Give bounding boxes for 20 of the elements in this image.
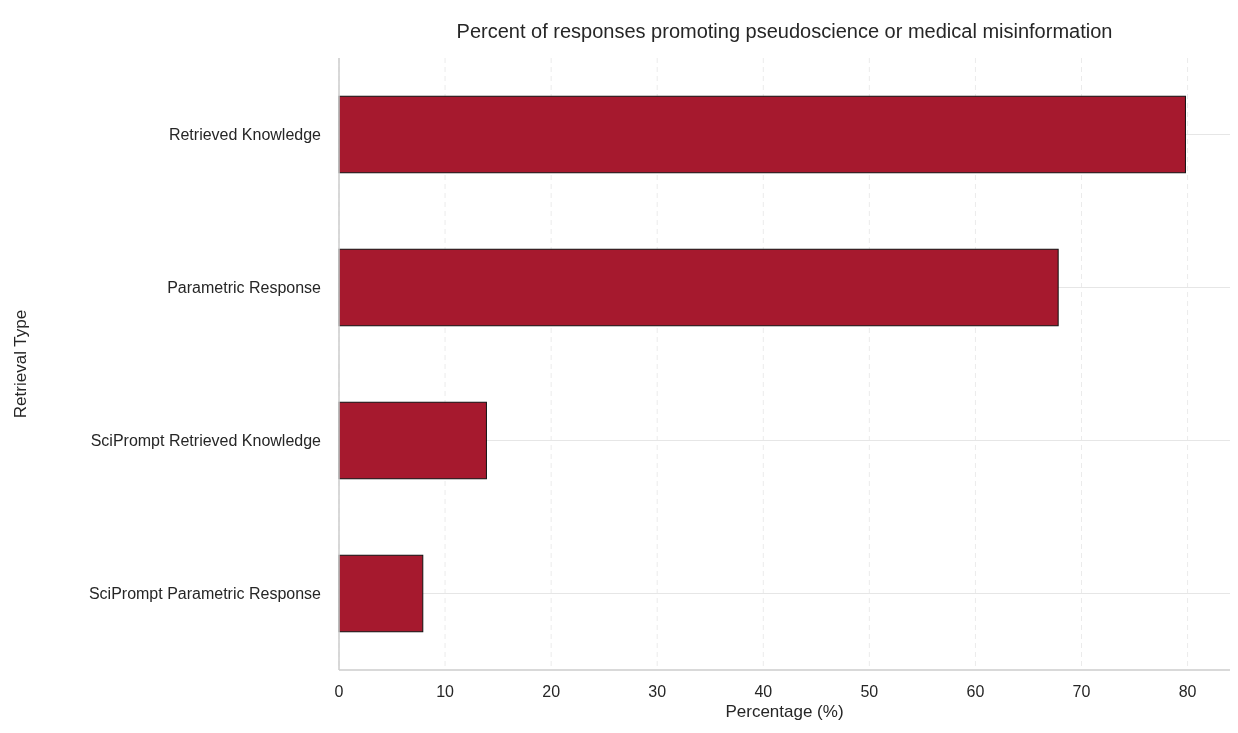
y-tick-label: SciPrompt Retrieved Knowledge <box>90 432 322 450</box>
x-tick-label: 60 <box>966 683 985 700</box>
y-tick-label: Parametric Response <box>167 279 322 297</box>
x-tick-label: 20 <box>542 683 561 700</box>
x-tick-label: 70 <box>1072 683 1091 700</box>
x-tick-label: 0 <box>334 683 344 700</box>
chart-title: Percent of responses promoting pseudoscience or medical misinformation <box>456 20 1113 42</box>
bar <box>338 554 424 633</box>
y-tick-label: Retrieved Knowledge <box>168 126 322 144</box>
bar <box>338 95 1186 174</box>
bar <box>338 248 1059 327</box>
x-tick-label: 10 <box>436 683 455 700</box>
x-tick-label: 30 <box>648 683 667 700</box>
x-tick-label: 40 <box>754 683 773 700</box>
y-axis-title: Retrieval Type <box>11 309 30 419</box>
x-axis-title: Percentage (%) <box>725 702 844 721</box>
x-tick-label: 50 <box>860 683 879 700</box>
x-tick-label: 80 <box>1178 683 1197 700</box>
bar <box>338 401 487 480</box>
y-tick-label: SciPrompt Parametric Response <box>88 585 322 603</box>
